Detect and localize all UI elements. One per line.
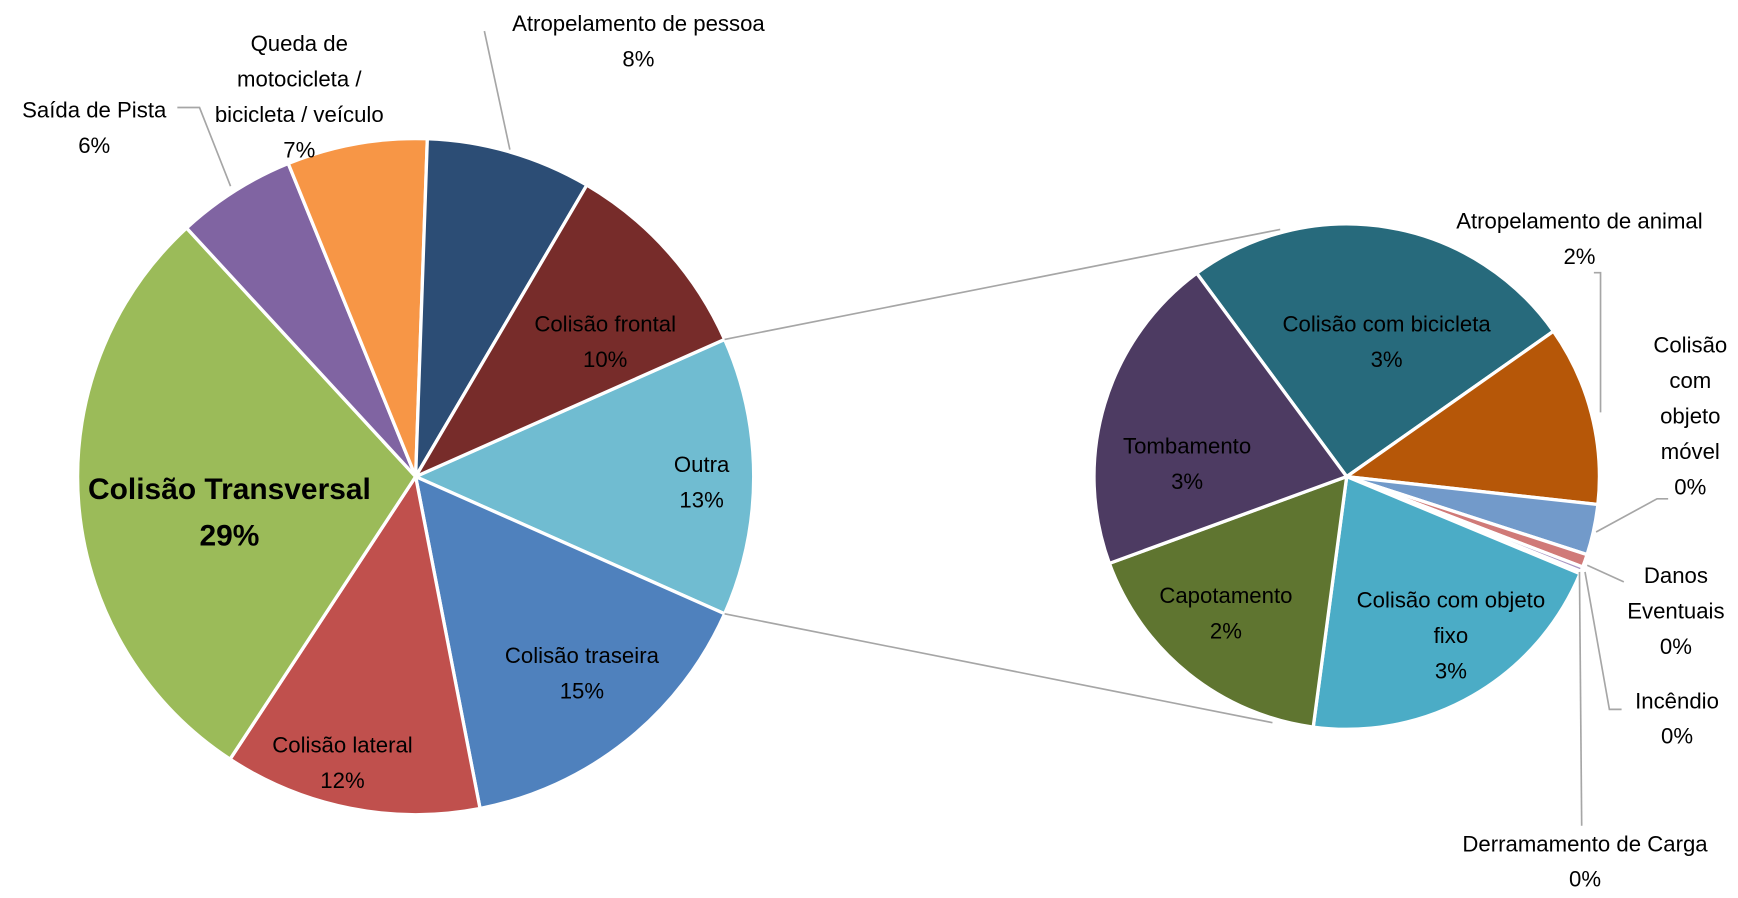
pie-slice (411, 182, 727, 481)
slice-label: Outra 13% (635, 448, 768, 519)
category-label: Atropelamento de animal (1456, 209, 1703, 234)
value-label: 3% (1370, 348, 1403, 373)
slice-label: Colisão com bicicleta 3% (1243, 307, 1531, 378)
leader-line (1595, 497, 1669, 533)
pie-slice (286, 136, 430, 478)
value-label: 15% (559, 679, 605, 704)
value-label: 7% (283, 138, 316, 163)
value-label: 12% (320, 769, 365, 794)
category-label: Colisão com bicicleta (1282, 312, 1491, 337)
slice-label: Colisão Transversal 29% (63, 466, 396, 559)
pie-slice (1107, 474, 1349, 729)
category-label: Saída de Pista (22, 98, 167, 124)
slice-label: Colisão com objeto fixo 3% (1340, 583, 1562, 689)
pie-slice (1342, 328, 1602, 507)
slice-label: Atropelamento de animal 2% (1413, 204, 1738, 275)
value-label: 29% (199, 518, 260, 552)
leader-line (724, 612, 1273, 724)
value-label: 6% (78, 134, 111, 159)
value-label: 0% (1659, 635, 1692, 660)
value-label: 0% (1660, 724, 1694, 750)
pie-slice (1194, 222, 1556, 479)
category-label: Danos Eventuais (1627, 564, 1725, 625)
category-label: Capotamento (1159, 584, 1293, 609)
category-label: Colisão Transversal (88, 472, 371, 506)
category-label: Atropelamento de pessoa (512, 12, 765, 37)
slice-label: Danos Eventuais 0% (1620, 559, 1731, 665)
category-label: Colisão com objeto móvel (1653, 333, 1728, 465)
slice-label: Capotamento 2% (1126, 579, 1326, 650)
slice-label: Colisão traseira 15% (460, 638, 704, 709)
slice-label: Colisão com objeto móvel 0% (1646, 328, 1735, 505)
category-label: Derramamento de Carga (1462, 832, 1708, 857)
leader-line (1586, 564, 1625, 583)
leader-line (483, 30, 511, 150)
pie-slice (75, 225, 418, 762)
pie-slice (413, 137, 590, 478)
leader-line (1593, 271, 1602, 413)
category-label: Colisão lateral (272, 733, 413, 759)
category-label: Colisão frontal (534, 312, 677, 337)
value-label: 10% (583, 348, 628, 373)
value-label: 8% (622, 47, 655, 73)
leader-line (1578, 571, 1583, 826)
pie-slice (1092, 270, 1350, 566)
slice-label: Saída de Pista 6% (0, 93, 188, 164)
category-label: Outra (673, 453, 730, 478)
leader-line (177, 106, 232, 187)
leader-line (724, 228, 1281, 341)
slice-label: Tombamento 3% (1087, 429, 1287, 500)
value-label: 2% (1563, 244, 1596, 270)
category-label: Colisão com objeto fixo (1356, 588, 1546, 649)
value-label: 0% (1568, 867, 1602, 893)
category-label: Queda de motocicleta / bicicleta / veícu… (214, 32, 384, 128)
value-label: 0% (1674, 475, 1707, 500)
leader-line (1584, 571, 1622, 711)
value-label: 2% (1209, 619, 1242, 644)
slice-label: Colisão lateral 12% (232, 728, 454, 799)
pie-slice (413, 473, 727, 811)
slice-label: Atropelamento de pessoa 8% (461, 7, 816, 78)
slice-label: Colisão frontal 10% (494, 307, 716, 378)
category-label: Incêndio (1635, 689, 1719, 714)
value-label: 13% (679, 488, 724, 514)
value-label: 3% (1171, 469, 1204, 495)
pie-slice (227, 472, 482, 817)
category-label: Colisão traseira (504, 643, 659, 669)
pie-slice (411, 337, 756, 616)
slice-label: Derramamento de Carga 0% (1419, 827, 1738, 898)
pie-slice (1311, 474, 1583, 731)
slice-label: Queda de motocicleta / bicicleta / veícu… (197, 27, 402, 169)
value-label: 3% (1434, 659, 1467, 684)
slice-label: Incêndio 0% (1611, 684, 1738, 755)
category-label: Tombamento (1123, 434, 1252, 459)
